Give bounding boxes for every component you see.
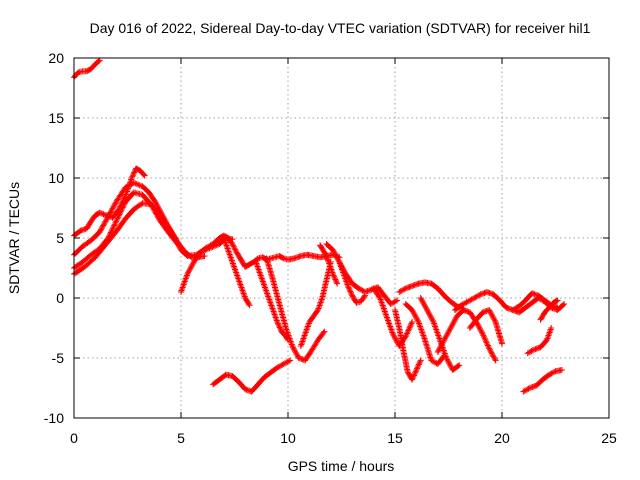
- plus-markers: [524, 325, 555, 357]
- data-series: [317, 242, 341, 287]
- data-series: [220, 235, 253, 309]
- x-tick-label: 5: [177, 430, 185, 446]
- plus-markers: [178, 232, 343, 295]
- plus-markers: [210, 357, 294, 395]
- data-series: [466, 307, 505, 347]
- plus-markers: [520, 367, 565, 395]
- data-series: [71, 165, 148, 239]
- data-series: [178, 232, 343, 295]
- plus-markers: [392, 307, 424, 383]
- data-series: [402, 301, 448, 367]
- data-series: [434, 307, 499, 364]
- data-series: [396, 279, 467, 312]
- plus-markers: [466, 307, 505, 347]
- data-series: [336, 259, 368, 306]
- grid-lines: [74, 58, 609, 418]
- y-axis-label: SDTVAR / TECUs: [6, 182, 22, 294]
- plus-markers: [220, 235, 253, 309]
- y-tick-label: 20: [48, 50, 64, 66]
- data-series: [210, 357, 294, 395]
- x-tick-label: 20: [494, 430, 510, 446]
- y-tick-label: 10: [48, 170, 64, 186]
- x-tick-labels: 0 5 10 15 20 25: [70, 430, 617, 446]
- y-tick-label: -10: [44, 410, 64, 426]
- plus-markers: [71, 165, 148, 239]
- data-series: [392, 307, 424, 383]
- y-tick-label: 5: [56, 230, 64, 246]
- plus-markers: [317, 242, 341, 287]
- data-series: [524, 325, 555, 357]
- data-series: [252, 259, 291, 343]
- x-tick-label: 0: [70, 430, 78, 446]
- plus-markers: [434, 307, 499, 364]
- plus-markers: [252, 259, 291, 343]
- plus-markers: [402, 301, 448, 367]
- data-markers: [71, 57, 568, 395]
- plus-markers: [71, 57, 103, 81]
- x-tick-label: 10: [280, 430, 296, 446]
- x-tick-label: 25: [601, 430, 617, 446]
- plus-markers: [297, 259, 334, 349]
- chart-title: Day 016 of 2022, Sidereal Day-to-day VTE…: [90, 20, 591, 36]
- data-series: [370, 285, 416, 349]
- y-tick-label: 15: [48, 110, 64, 126]
- axis-ticks: [73, 57, 610, 419]
- data-series: [520, 367, 565, 395]
- plus-markers: [396, 279, 467, 312]
- y-tick-labels: -10 -5 0 5 10 15 20: [44, 50, 64, 426]
- plus-markers: [336, 259, 368, 306]
- y-tick-label: -5: [52, 350, 65, 366]
- plus-markers: [370, 285, 416, 349]
- data-series: [537, 297, 561, 323]
- plus-markers: [537, 297, 561, 323]
- y-tick-label: 0: [56, 290, 64, 306]
- data-series: [297, 259, 334, 349]
- x-tick-label: 15: [387, 430, 403, 446]
- data-series: [71, 57, 103, 81]
- x-axis-label: GPS time / hours: [288, 458, 395, 474]
- data-series: [263, 255, 328, 364]
- plus-markers: [263, 255, 328, 364]
